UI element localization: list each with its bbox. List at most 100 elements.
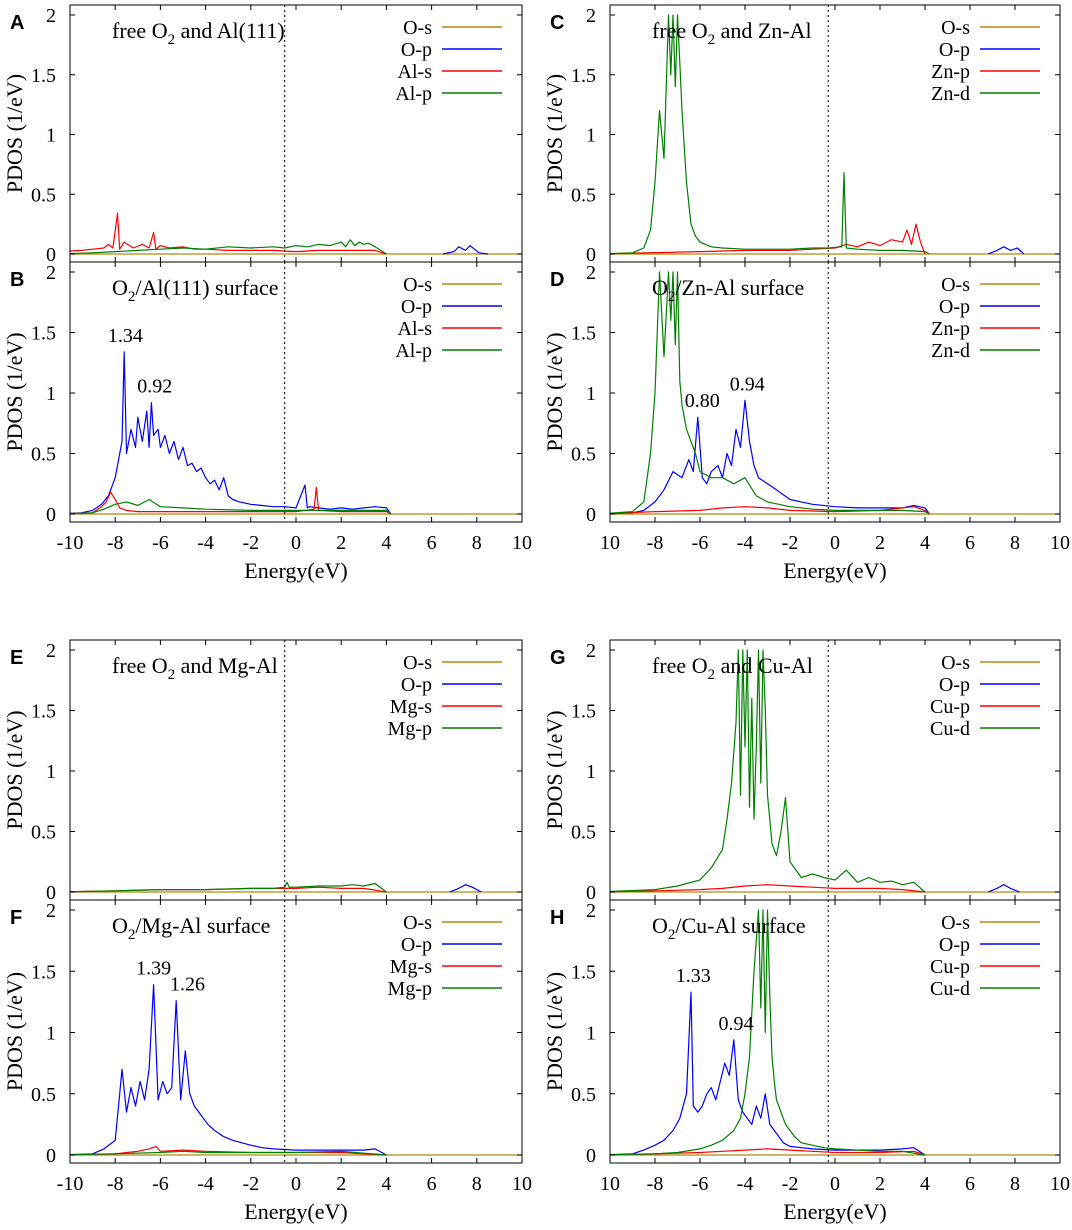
series-group xyxy=(70,351,522,515)
title-part: O xyxy=(652,275,668,300)
series-group xyxy=(70,984,522,1156)
x-tick-label: -6 xyxy=(152,532,169,554)
title-subscript: 2 xyxy=(708,667,716,683)
legend-label: Zn-d xyxy=(931,83,970,105)
title-part: O xyxy=(692,18,708,43)
legend-label: O-s xyxy=(941,652,970,674)
series-group xyxy=(610,909,1060,1156)
x-tick-label: -10 xyxy=(57,1173,84,1195)
y-tick-label: 0.5 xyxy=(31,822,56,844)
y-axis-label: PDOS (1/eV) xyxy=(2,710,27,829)
peak-annotation: 1.33 xyxy=(676,965,711,987)
series-line-zn-d xyxy=(610,14,930,255)
x-tick-label: -4 xyxy=(737,1173,754,1195)
peak-annotation: 1.39 xyxy=(136,958,171,980)
y-tick-label: 0.5 xyxy=(31,444,56,466)
title-part: /Zn-Al surface xyxy=(675,275,804,300)
x-axis-label: Energy(eV) xyxy=(244,1199,347,1224)
title-part: O xyxy=(692,653,708,678)
peak-annotation: 1.26 xyxy=(170,974,205,996)
y-axis-label: PDOS (1/eV) xyxy=(542,972,567,1091)
plot-frame xyxy=(609,639,1061,901)
x-tick-label: -2 xyxy=(782,532,799,554)
title-part: O xyxy=(152,653,168,678)
x-tick-label: 4 xyxy=(381,1173,391,1195)
series-line-al-s xyxy=(70,486,392,515)
series-line-cu-p xyxy=(610,884,926,893)
panel-f: 0 0.5 1 1.5 2 -10 -8 -6 -4 -2 0 2 4 6 8 10 PDOS (1/eV) En… xyxy=(2,899,532,1224)
x-tick-label: 10 xyxy=(600,532,620,554)
legend-label: O-s xyxy=(941,274,970,296)
y-tick-label: 2 xyxy=(586,900,596,922)
title-part: free xyxy=(112,18,152,43)
title-part: O xyxy=(152,18,168,43)
panel-title: O2/Cu-Al surface xyxy=(652,913,806,943)
x-tick-label: -4 xyxy=(737,532,754,554)
series-line-mg-p xyxy=(70,1150,387,1156)
y-tick-label: 0 xyxy=(46,1145,56,1167)
legend-label: O-p xyxy=(401,674,432,696)
y-axis-label: PDOS (1/eV) xyxy=(2,332,27,451)
y-tick-label: 0 xyxy=(46,504,56,526)
title-subscript: 2 xyxy=(168,667,176,683)
peak-annotation: 0.94 xyxy=(730,373,765,395)
legend-label: Cu-d xyxy=(930,978,970,1000)
y-tick-label: 1.5 xyxy=(571,701,596,723)
legend-label: Al-s xyxy=(398,61,433,83)
legend-label: O-p xyxy=(939,934,970,956)
title-part: /Mg-Al surface xyxy=(135,913,270,938)
y-tick-label: 2 xyxy=(46,262,56,284)
series-line-zn-p xyxy=(610,223,926,255)
panel-title: O2/Zn-Al surface xyxy=(652,275,804,305)
x-axis-label: Energy(eV) xyxy=(244,558,347,583)
series-line-o-p xyxy=(449,884,482,893)
x-tick-label: -8 xyxy=(107,532,124,554)
title-part: and Cu-Al xyxy=(715,653,813,678)
y-tick-label: 0.5 xyxy=(571,184,596,206)
title-subscript: 2 xyxy=(168,32,176,48)
title-part: /Al(111) surface xyxy=(135,275,278,300)
y-tick-label: 2 xyxy=(46,5,56,27)
series-group xyxy=(70,881,522,893)
y-tick-label: 1 xyxy=(586,761,596,783)
y-tick-label: 2 xyxy=(46,900,56,922)
series-line-cu-d xyxy=(610,649,926,893)
series-line-al-s xyxy=(70,212,387,255)
title-part: O xyxy=(652,913,668,938)
title-part: free xyxy=(652,18,692,43)
legend-label: Mg-s xyxy=(390,696,432,718)
y-tick-label: 0 xyxy=(586,504,596,526)
x-tick-label: -8 xyxy=(107,1173,124,1195)
y-axis-label: PDOS (1/eV) xyxy=(2,972,27,1091)
series-line-mg-p xyxy=(70,881,387,893)
title-subscript: 2 xyxy=(128,289,136,305)
x-tick-label: 6 xyxy=(427,1173,437,1195)
y-tick-label: 1.5 xyxy=(571,65,596,87)
x-tick-label: 0 xyxy=(830,1173,840,1195)
series-line-al-p xyxy=(70,239,387,255)
legend-label: O-s xyxy=(403,912,432,934)
title-part: O xyxy=(112,913,128,938)
legend-label: Al-p xyxy=(395,83,432,105)
legend-label: O-s xyxy=(403,652,432,674)
x-tick-label: 4 xyxy=(381,532,391,554)
legend-label: Cu-d xyxy=(930,718,970,740)
legend-label: O-p xyxy=(939,39,970,61)
x-tick-label: 8 xyxy=(472,532,482,554)
y-tick-label: 1 xyxy=(46,125,56,147)
legend-label: Mg-s xyxy=(390,956,432,978)
x-tick-label: 10 xyxy=(1050,1173,1070,1195)
title-part: and Al(111) xyxy=(175,18,285,43)
x-tick-label: -8 xyxy=(647,532,664,554)
legend-label: Al-s xyxy=(398,318,433,340)
plot-frame xyxy=(609,4,1061,263)
plot-frame xyxy=(609,261,1061,523)
peak-annotation: 1.34 xyxy=(108,325,143,347)
series-line-o-p xyxy=(70,984,387,1156)
legend-label: O-p xyxy=(401,296,432,318)
panel-letter: B xyxy=(10,269,24,291)
legend-label: Mg-p xyxy=(388,718,432,740)
